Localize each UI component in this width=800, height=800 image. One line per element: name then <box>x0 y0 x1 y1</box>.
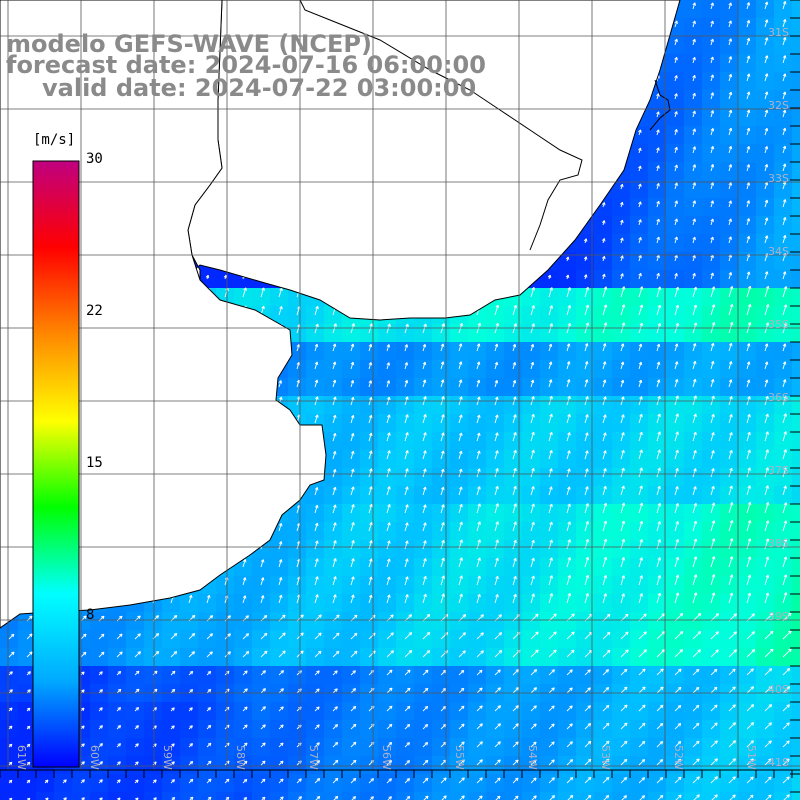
coast-uruguay-inner <box>299 0 583 251</box>
lat-label: 34S <box>768 245 789 258</box>
forecast-date: forecast date: 2024-07-16 06:00:00 <box>6 51 486 79</box>
valid-date: valid date: 2024-07-22 03:00:00 <box>42 74 477 102</box>
colorbar-tick-30: 30 <box>86 151 103 167</box>
colorbar-unit: [m/s] <box>33 132 76 148</box>
land-areas <box>0 0 681 629</box>
lat-label: 32S <box>768 99 789 112</box>
lat-label: 38S <box>768 537 789 550</box>
lon-label: 61W <box>15 745 28 770</box>
lat-label: 41S <box>768 756 789 769</box>
lat-label: 40S <box>768 683 789 696</box>
lon-label: 58W <box>234 745 247 770</box>
colorbar-tick-15: 15 <box>86 455 103 471</box>
lat-label: 33S <box>768 172 789 185</box>
lon-label: 51W <box>745 745 758 770</box>
lon-label: 60W <box>88 745 101 770</box>
lon-label: 55W <box>453 745 466 770</box>
lon-label: 54W <box>526 745 539 770</box>
colorbar <box>32 160 80 768</box>
lat-lon-grid <box>0 0 800 770</box>
colorbar-tick-22: 22 <box>86 303 103 319</box>
model-title: modelo GEFS-WAVE (NCEP) <box>6 30 372 58</box>
lon-label: 52W <box>672 745 685 770</box>
lat-label: 31S <box>768 26 789 39</box>
lon-label: 56W <box>380 745 393 770</box>
lon-label: 59W <box>161 745 174 770</box>
colorbar-tick-8: 8 <box>86 607 95 623</box>
lat-label: 35S <box>768 318 789 331</box>
lon-label: 53W <box>599 745 612 770</box>
lon-label: 57W <box>307 745 320 770</box>
coast-lagoon <box>649 79 671 131</box>
lat-label: 36S <box>768 391 789 404</box>
lat-label: 39S <box>768 610 789 623</box>
colorbar-ramp <box>32 160 80 768</box>
lat-label: 37S <box>768 464 789 477</box>
